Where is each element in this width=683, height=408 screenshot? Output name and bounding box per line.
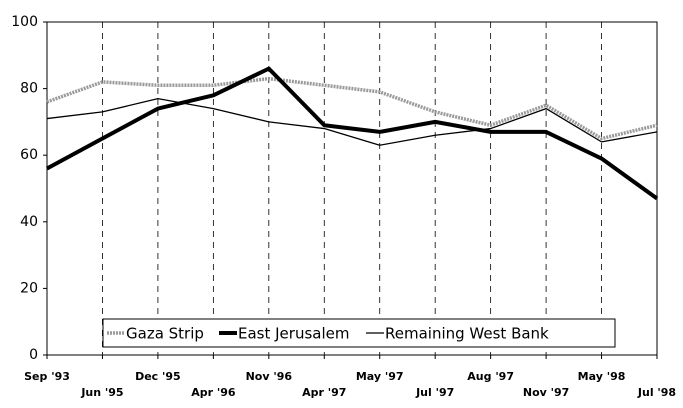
- x-tick-label: Jul '98: [637, 386, 676, 399]
- x-tick-label: Dec '95: [135, 370, 181, 383]
- plot-frame: [46, 21, 658, 356]
- series-line: [46, 97, 658, 146]
- x-tick-label: Apr '97: [302, 386, 346, 399]
- y-tick-label: 100: [11, 14, 38, 30]
- legend: Gaza Strip East Jerusalem Remaining West B…: [107, 325, 549, 343]
- y-tick-label: 20: [20, 280, 38, 296]
- legend-label: Gaza Strip: [126, 325, 204, 343]
- y-tick-label: 60: [20, 147, 38, 163]
- lines: [46, 66, 659, 201]
- x-tick-label: Nov '97: [523, 386, 569, 399]
- y-tick-label: 0: [29, 347, 38, 363]
- series-line: [46, 76, 658, 141]
- legend-label: Remaining West Bank: [385, 325, 549, 343]
- x-tick-label: Nov '96: [246, 370, 293, 383]
- legend-label: East Jerusalem: [238, 325, 349, 343]
- legend-box: [102, 318, 616, 348]
- y-tick-label: 40: [20, 214, 38, 230]
- axes: 0 20 40 60 80 100 Sep '93 Jun '95 Dec '95 Apr '96…: [11, 14, 676, 399]
- x-tick-label: May '97: [356, 370, 404, 383]
- x-tick-label: May '98: [578, 370, 626, 383]
- x-tick-label: Jun '95: [80, 386, 123, 399]
- y-tick-label: 80: [20, 81, 38, 97]
- x-tick-label: Aug '97: [467, 370, 514, 383]
- grid: [102, 22, 602, 355]
- x-tick-label: Apr '96: [191, 386, 236, 399]
- x-tick-label: Jul '97: [415, 386, 454, 399]
- x-tick-label: Sep '93: [24, 370, 70, 383]
- series-line: [46, 66, 659, 201]
